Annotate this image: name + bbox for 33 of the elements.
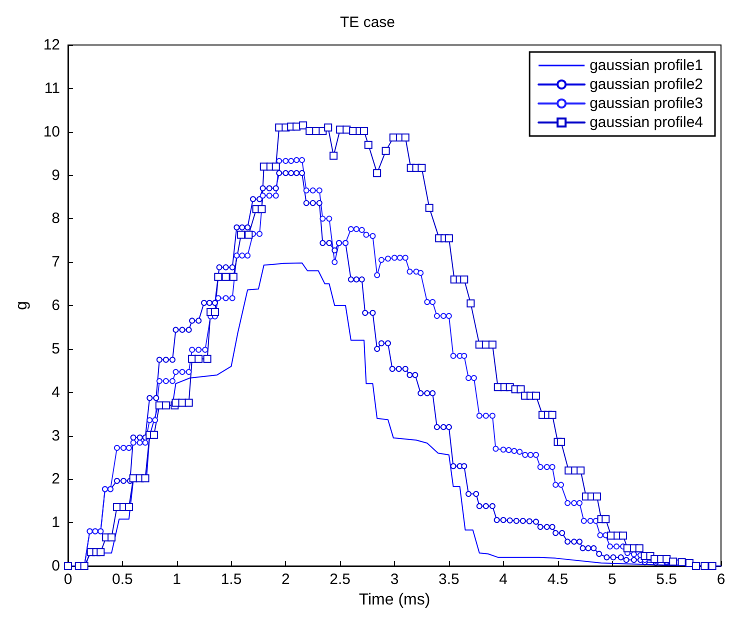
x-tick-label: 2.5 bbox=[330, 571, 351, 588]
y-tick-label: 12 bbox=[43, 36, 60, 54]
x-tick-label: 3 bbox=[390, 571, 399, 588]
x-tick-label: 5 bbox=[608, 571, 616, 588]
y-tick-label: 9 bbox=[52, 166, 60, 184]
x-tick-label: 1.5 bbox=[220, 571, 242, 588]
x-tick-label: 3.5 bbox=[438, 571, 460, 588]
x-tick-label: 2 bbox=[281, 571, 290, 588]
x-axis-title: Time (ms) bbox=[358, 591, 430, 608]
x-tick-label: 4.5 bbox=[547, 571, 568, 588]
x-tick-label: 0 bbox=[64, 571, 72, 588]
y-tick-label: 1 bbox=[52, 514, 60, 532]
y-tick-label: 10 bbox=[43, 123, 60, 140]
x-tick-label: 0.5 bbox=[112, 571, 133, 588]
x-tick-label: 1 bbox=[172, 571, 182, 588]
y-tick-label: 8 bbox=[52, 210, 60, 228]
y-tick-label: 2 bbox=[52, 470, 60, 488]
y-tick-label: 4 bbox=[52, 384, 60, 401]
y-tick-label: 0 bbox=[52, 558, 60, 574]
y-tick-label: 3 bbox=[52, 427, 60, 444]
x-tick-label: 4 bbox=[499, 571, 508, 588]
x-tick-label: 5.5 bbox=[656, 571, 678, 588]
y-tick-label: 11 bbox=[44, 80, 60, 97]
y-tick-label: 5 bbox=[52, 340, 60, 358]
chart-title: TE case bbox=[340, 14, 396, 31]
y-tick-label: 6 bbox=[52, 297, 60, 314]
y-axis-title: g bbox=[14, 301, 30, 310]
legend-label: gaussian profile2 bbox=[590, 76, 704, 93]
x-tick-label: 6 bbox=[716, 571, 726, 588]
legend-label: gaussian profile3 bbox=[590, 95, 704, 112]
legend-label: gaussian profile4 bbox=[590, 114, 704, 131]
y-tick-label: 7 bbox=[52, 254, 60, 271]
legend-label: gaussian profile1 bbox=[590, 57, 704, 74]
